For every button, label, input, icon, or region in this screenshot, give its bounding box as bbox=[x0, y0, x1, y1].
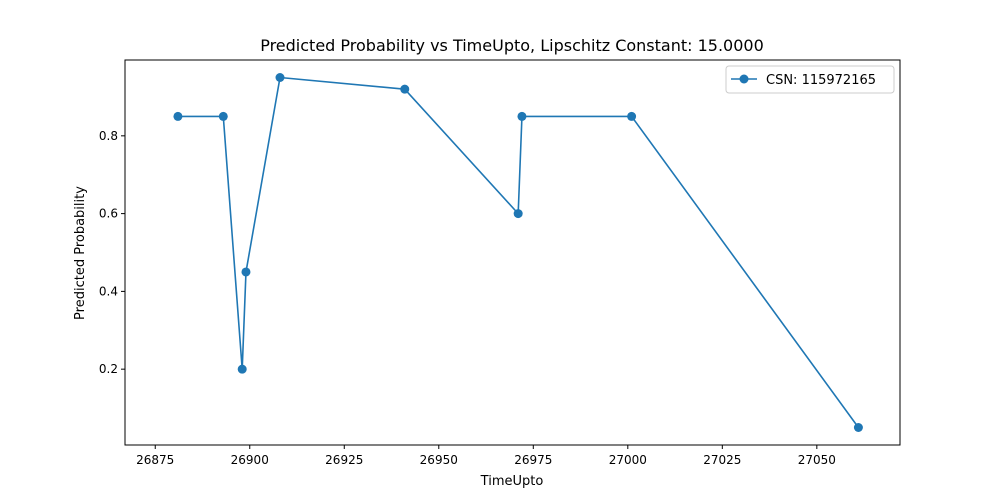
y-axis-label: Predicted Probability bbox=[73, 186, 88, 320]
data-point bbox=[218, 111, 228, 121]
x-tick-label: 26900 bbox=[231, 453, 269, 467]
data-point bbox=[517, 111, 527, 121]
legend-box bbox=[725, 65, 895, 94]
x-tick-label: 26975 bbox=[514, 453, 552, 467]
plot-frame bbox=[124, 59, 901, 446]
x-tick-label: 27025 bbox=[703, 453, 741, 467]
x-tick-label: 26875 bbox=[136, 453, 174, 467]
data-point bbox=[853, 423, 863, 432]
y-tick-label: 0.6 bbox=[99, 207, 118, 221]
y-axis-ticks: 0.2 0.4 0.6 0.8 bbox=[99, 129, 125, 376]
x-tick-label: 27000 bbox=[609, 453, 647, 467]
y-tick-label: 0.2 bbox=[99, 362, 118, 376]
data-point bbox=[275, 73, 285, 82]
data-point bbox=[513, 209, 523, 219]
legend-series-label: CSN: 115972165 bbox=[766, 73, 876, 88]
x-axis-label: TimeUpto bbox=[480, 474, 544, 489]
chart-title: Predicted Probability vs TimeUpto, Lipsc… bbox=[260, 36, 764, 55]
legend-marker-icon bbox=[739, 74, 749, 84]
data-point bbox=[627, 111, 637, 121]
data-point bbox=[237, 364, 247, 374]
series-line bbox=[177, 76, 860, 428]
x-axis-ticks: 26875 26900 26925 26950 26975 27000 27025 27050 bbox=[136, 445, 836, 467]
y-tick-label: 0.8 bbox=[99, 129, 118, 143]
legend: CSN: 115972165 bbox=[725, 65, 895, 94]
x-tick-label: 27050 bbox=[798, 453, 836, 467]
plot-area bbox=[124, 59, 901, 446]
series-layer bbox=[173, 73, 863, 432]
x-tick-label: 26950 bbox=[420, 453, 458, 467]
y-tick-label: 0.4 bbox=[99, 284, 118, 298]
data-point bbox=[173, 111, 183, 121]
x-tick-label: 26925 bbox=[325, 453, 363, 467]
data-point bbox=[241, 267, 251, 277]
data-point bbox=[400, 84, 410, 94]
